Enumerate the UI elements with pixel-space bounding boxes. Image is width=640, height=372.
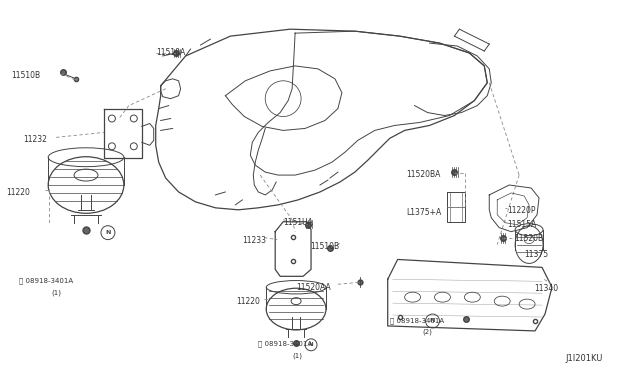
- Text: (1): (1): [51, 289, 61, 296]
- Text: 11220: 11220: [236, 297, 260, 306]
- Text: 11510B: 11510B: [310, 241, 339, 251]
- Text: ⓝ 08918-3401A: ⓝ 08918-3401A: [390, 317, 444, 324]
- Text: 11220P: 11220P: [507, 206, 536, 215]
- Text: ⓝ 08918-3401A: ⓝ 08918-3401A: [19, 277, 74, 284]
- Text: 11220: 11220: [6, 188, 30, 197]
- Text: N: N: [430, 318, 435, 324]
- Text: 11520AA: 11520AA: [296, 283, 331, 292]
- Text: 11232: 11232: [23, 135, 47, 144]
- Text: 1151UA: 1151UA: [283, 218, 313, 227]
- Text: 11233: 11233: [243, 235, 266, 245]
- Text: (1): (1): [292, 353, 302, 359]
- Text: N: N: [308, 342, 314, 347]
- Text: (2): (2): [422, 329, 433, 336]
- Text: 11510B: 11510B: [12, 71, 40, 80]
- Text: 11515A: 11515A: [507, 220, 536, 229]
- Text: ⓝ 08918-3401A: ⓝ 08918-3401A: [259, 341, 312, 347]
- Text: L1375+A: L1375+A: [406, 208, 442, 217]
- Text: 11340: 11340: [534, 284, 558, 293]
- Text: J1I201KU: J1I201KU: [565, 354, 602, 363]
- Text: 11520BA: 11520BA: [406, 170, 441, 179]
- Text: 11520B: 11520B: [514, 234, 543, 243]
- Text: 11510A: 11510A: [156, 48, 185, 57]
- Text: N: N: [105, 230, 111, 235]
- Text: 11375: 11375: [524, 250, 548, 259]
